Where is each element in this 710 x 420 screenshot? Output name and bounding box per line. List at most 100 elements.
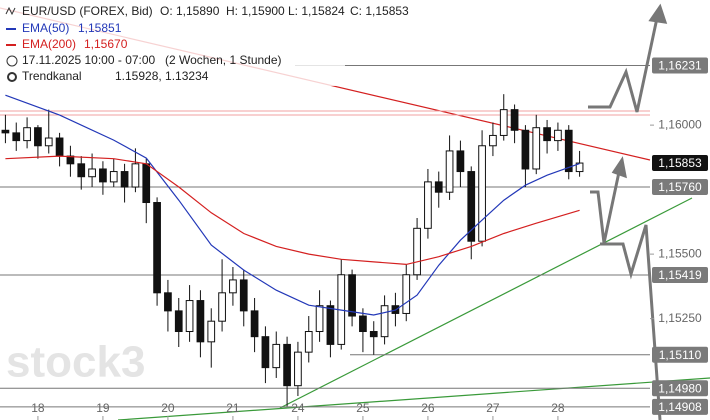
channel: Trendkanal — [22, 69, 82, 83]
y-tick-label: 1,15500 — [658, 246, 702, 260]
candle-body — [272, 343, 281, 369]
candle-body — [478, 145, 486, 242]
scenario-arrows — [588, 3, 668, 420]
candle-body — [315, 305, 324, 333]
arrow-mid — [590, 171, 621, 244]
candle-body — [218, 292, 226, 322]
candle-body — [34, 127, 42, 147]
candle-body — [445, 150, 454, 193]
candle-body — [575, 162, 584, 173]
icon — [6, 55, 18, 67]
candle-body — [532, 127, 541, 170]
last-price-box — [652, 155, 708, 172]
candle-body — [174, 310, 183, 333]
candle-body — [413, 227, 421, 276]
ohlc-low: L: 1,15824 — [288, 4, 345, 18]
candle-body — [131, 163, 140, 188]
candle-body — [564, 129, 573, 173]
candle-body — [467, 171, 476, 242]
candle-body — [261, 336, 270, 369]
candle-body — [77, 163, 86, 178]
level-box — [652, 267, 708, 284]
arrow-down — [600, 224, 662, 420]
candle-body — [326, 305, 335, 345]
candle-body — [239, 279, 248, 312]
x-tick-label: 20 — [161, 401, 175, 415]
candle-body — [1, 129, 10, 134]
ohlc-open: O: 1,15890 — [160, 4, 220, 18]
channel-line — [117, 377, 710, 420]
candle-body — [380, 305, 389, 338]
period: 17.11.2025 10:00 - 07:00 — [22, 53, 156, 67]
candle-body — [510, 109, 519, 131]
legend-value: 1,15670 — [84, 37, 128, 51]
x-tick-label: 28 — [551, 401, 565, 415]
level-box — [652, 346, 708, 363]
legend-name: EMA(200) — [22, 37, 76, 51]
candle-body — [554, 129, 562, 142]
level-box — [652, 179, 708, 196]
plot — [1, 94, 584, 407]
legend-bg — [0, 0, 345, 86]
level-label: 1,16231 — [658, 59, 702, 73]
legend: EUR/USD (FOREX, Bid) O: 1,15890 H: 1,159… — [0, 0, 409, 86]
ema-line — [5, 94, 580, 316]
x-tick-label: 26 — [421, 401, 435, 415]
x-tick-label: 18 — [31, 401, 45, 415]
candle-body — [283, 343, 291, 387]
candle-body — [23, 127, 31, 142]
candle-body — [207, 320, 216, 343]
watermark: stock3 — [6, 338, 145, 387]
legend-value: 1,15851 — [78, 21, 122, 35]
candle-body — [185, 300, 194, 333]
candle-body — [521, 129, 530, 170]
candle-body — [44, 137, 53, 147]
candle-body — [164, 292, 172, 312]
candle-body — [99, 168, 107, 183]
candle-body — [456, 150, 465, 173]
range: (2 Wochen, 1 Stunde) — [165, 53, 282, 67]
candle-body — [424, 181, 432, 229]
candle-body — [304, 331, 313, 353]
x-tick-label: 21 — [226, 401, 240, 415]
candle-body — [434, 181, 443, 193]
level-label: 1,15110 — [659, 348, 702, 362]
level-box — [652, 398, 708, 415]
icon — [5, 6, 16, 16]
candle-body — [250, 310, 259, 338]
candle-body — [109, 171, 118, 183]
candle-body — [153, 202, 161, 294]
x-tick-label: 19 — [96, 401, 110, 415]
x-tick-label: 27 — [486, 401, 500, 415]
candle-body — [402, 274, 411, 314]
candle-body — [543, 127, 551, 142]
icon — [7, 72, 17, 82]
candle-body — [196, 300, 205, 343]
level-label: 1,15760 — [658, 180, 702, 194]
candle-body — [142, 163, 151, 204]
level-box — [652, 57, 708, 74]
candle-body — [359, 315, 367, 333]
candle-body — [369, 331, 378, 338]
ohlc-close: C: 1,15853 — [350, 4, 409, 18]
level-label: 1,14980 — [658, 381, 702, 395]
ohlc-high: H: 1,15900 — [226, 4, 285, 18]
level-label: 1,15419 — [658, 268, 702, 282]
candle-body — [55, 137, 64, 157]
level-box — [652, 380, 708, 397]
channel-values: 1.15928, 1.13234 — [115, 69, 209, 83]
arrowhead — [648, 3, 668, 24]
x-tick-label: 25 — [356, 401, 370, 415]
y-tick-label: 1,15250 — [658, 311, 702, 325]
ema-line — [5, 155, 580, 266]
x-tick-label: 24 — [291, 401, 305, 415]
instrument: EUR/USD (FOREX, Bid) — [22, 4, 153, 18]
candle-body — [88, 168, 96, 178]
background-lines — [0, 7, 710, 420]
candle-body — [229, 279, 237, 294]
legend-name: EMA(50) — [22, 21, 69, 35]
candle-body — [120, 171, 129, 188]
level-label: 1,14908 — [658, 400, 702, 414]
